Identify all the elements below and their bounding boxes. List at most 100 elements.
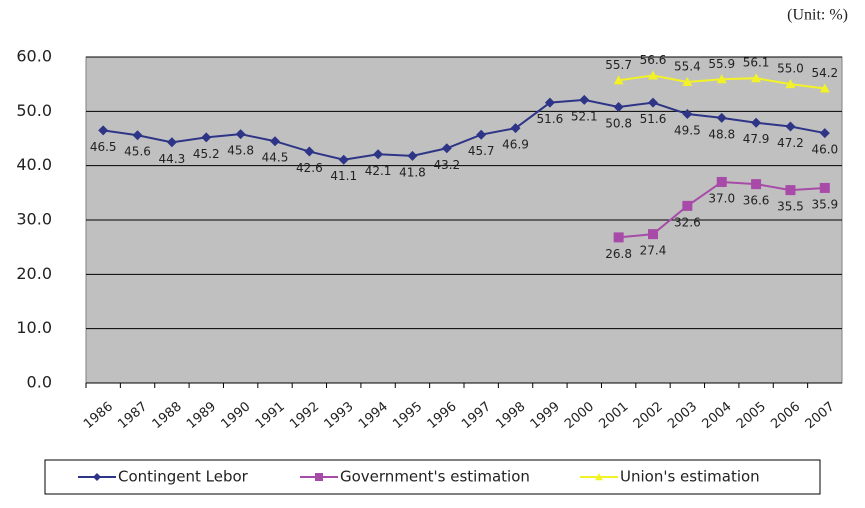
data-point [407,150,418,161]
data-label: 45.7 [468,144,495,158]
x-tick-label: 1994 [356,399,391,432]
data-point [785,185,796,196]
data-label: 27.4 [640,244,667,258]
x-tick-label: 1999 [528,399,563,432]
legend-marker [315,473,323,481]
data-point [544,97,555,108]
data-point [510,123,521,134]
data-label: 55.0 [777,62,804,76]
data-point [304,146,315,157]
data-label: 43.2 [433,158,460,172]
data-point [613,232,624,243]
data-point [716,176,727,187]
data-label: 35.9 [811,197,838,211]
data-label: 47.2 [777,136,804,150]
data-label: 41.1 [330,169,357,183]
data-label: 55.4 [674,59,701,73]
data-point [613,75,624,85]
data-label: 48.8 [708,127,735,141]
x-tick-label: 1997 [459,399,494,432]
y-tick-label: 40.0 [16,155,52,174]
data-label: 42.6 [296,161,323,175]
legend-marker [595,473,603,481]
y-tick-label: 50.0 [16,101,52,120]
data-label: 52.1 [571,109,598,123]
x-tick-label: 1990 [218,399,253,432]
data-point [373,149,384,160]
y-tick-label: 0.0 [27,373,52,392]
data-point [785,121,796,132]
data-point [716,74,727,84]
data-label: 51.6 [640,112,667,126]
data-point [648,97,658,108]
data-label: 42.1 [365,164,392,178]
x-tick-label: 2005 [734,399,769,432]
data-label: 46.9 [502,138,529,152]
data-point [579,94,590,105]
x-tick-label: 2007 [803,399,838,432]
x-tick-label: 2006 [768,399,803,432]
x-tick-label: 1989 [184,399,219,432]
legend-marker [93,473,101,481]
data-point [201,132,212,143]
data-label: 44.5 [262,151,289,165]
data-label: 32.6 [674,215,701,229]
y-tick-label: 60.0 [16,47,52,66]
data-label: 45.2 [193,147,220,161]
data-point [270,136,280,147]
data-point [648,229,658,240]
data-point [338,154,349,165]
data-point [682,76,693,86]
data-label: 55.7 [605,58,632,72]
data-label: 46.0 [811,143,838,157]
data-label: 26.8 [605,247,632,261]
x-tick-label: 1988 [150,399,185,432]
data-point [716,112,727,123]
data-label: 50.8 [605,116,632,130]
data-label: 54.2 [811,66,838,80]
data-point [751,117,762,128]
data-label: 56.1 [743,56,770,70]
x-tick-label: 2002 [631,399,666,432]
x-tick-label: 1996 [425,399,460,432]
data-point [819,83,830,93]
x-tick-label: 1993 [322,399,357,432]
data-label: 44.3 [159,152,186,166]
data-label: 35.5 [777,200,804,214]
data-label: 45.6 [124,145,151,159]
data-label: 41.8 [399,165,426,179]
data-point [682,200,693,211]
data-label: 46.5 [90,140,117,154]
x-tick-label: 1986 [81,399,116,432]
x-tick-label: 1995 [390,399,425,432]
data-label: 37.0 [708,191,735,205]
x-tick-label: 1987 [115,399,150,432]
series-line [103,98,826,161]
data-point [819,182,830,193]
data-point [132,130,143,141]
data-point [166,137,177,148]
data-point [751,179,762,190]
data-label: 56.6 [640,53,667,67]
data-point [785,79,796,89]
data-label: 49.5 [674,124,701,138]
y-tick-label: 20.0 [16,264,52,283]
data-point [682,109,693,120]
data-point [819,128,830,139]
data-label: 36.6 [743,194,770,208]
y-tick-label: 30.0 [16,210,52,229]
data-point [235,129,246,140]
data-point [476,129,487,140]
x-tick-label: 1991 [253,399,288,432]
legend-label: Contingent Lebor [118,468,249,486]
data-point [98,125,109,136]
y-tick-label: 10.0 [16,318,52,337]
x-tick-label: 2004 [700,399,735,432]
data-point [441,143,452,154]
legend-label: Union's estimation [620,468,760,486]
data-point [613,101,624,112]
x-tick-label: 2000 [562,399,597,432]
legend-label: Government's estimation [340,468,530,486]
unit-note: (Unit: %) [787,7,848,24]
legend-box [44,459,821,495]
